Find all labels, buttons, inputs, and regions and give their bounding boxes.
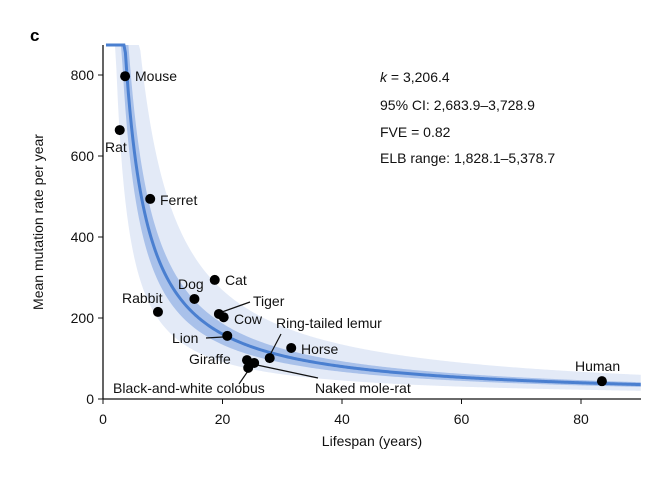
data-point-lion xyxy=(222,330,233,341)
point-label-naked-mole-rat: Naked mole-rat xyxy=(315,380,411,396)
point-label-cat: Cat xyxy=(225,272,247,288)
data-point-rat xyxy=(114,125,125,136)
data-point-mouse xyxy=(120,71,131,82)
fit-line xyxy=(105,43,641,387)
y-tick-label: 200 xyxy=(71,310,95,326)
data-point-cow xyxy=(218,312,229,323)
x-tick-label: 0 xyxy=(99,411,107,427)
point-label-dog: Dog xyxy=(178,276,204,292)
x-tick-label: 80 xyxy=(573,411,589,427)
lion-leader xyxy=(205,336,224,339)
y-tick-label: 400 xyxy=(71,229,95,245)
elb-band xyxy=(105,45,641,391)
y-axis-label: Mean mutation rate per year xyxy=(30,134,46,310)
tiger-leader xyxy=(221,301,251,313)
point-label-colobus: Black-and-white colobus xyxy=(113,380,265,396)
point-label-rabbit: Rabbit xyxy=(122,290,163,306)
y-tick-label: 600 xyxy=(71,148,95,164)
point-label-ferret: Ferret xyxy=(160,192,197,208)
point-label-mouse: Mouse xyxy=(135,68,177,84)
x-tick-label: 40 xyxy=(334,411,350,427)
point-label-cow: Cow xyxy=(234,311,263,327)
data-point-rabbit xyxy=(152,306,163,317)
y-tick-label: 800 xyxy=(71,67,95,83)
data-point-cat xyxy=(209,274,220,285)
data-point-black-and-white-colobus xyxy=(243,362,254,373)
x-axis-label: Lifespan (years) xyxy=(322,433,422,449)
panel-label: c xyxy=(30,26,39,45)
annotation-fve: FVE = 0.82 xyxy=(380,124,451,140)
lemur-leader xyxy=(269,333,282,356)
annotation-ci: 95% CI: 2,683.9–3,728.9 xyxy=(380,97,535,113)
annotation-k: k = 3,206.4 xyxy=(380,69,450,85)
point-label-horse: Horse xyxy=(301,341,339,357)
colobus-leader xyxy=(238,370,249,385)
data-point-ring-tailed-lemur xyxy=(264,353,275,364)
point-label-human: Human xyxy=(575,358,620,374)
data-point-ferret xyxy=(145,193,156,204)
point-label-giraffe: Giraffe xyxy=(189,351,231,367)
x-tick-label: 60 xyxy=(454,411,470,427)
annotation-elb: ELB range: 1,828.1–5,378.7 xyxy=(380,150,555,166)
y-tick-label: 0 xyxy=(86,391,94,407)
point-label-lion: Lion xyxy=(172,330,198,346)
point-label-rat: Rat xyxy=(105,139,127,155)
data-point-horse xyxy=(286,342,297,353)
point-label-ring-tailed-lemur: Ring-tailed lemur xyxy=(276,315,382,331)
point-label-tiger: Tiger xyxy=(253,293,285,309)
data-point-dog xyxy=(189,293,200,304)
x-tick-label: 20 xyxy=(215,411,231,427)
mole-rat-leader xyxy=(256,364,319,379)
data-point-human xyxy=(596,376,607,387)
